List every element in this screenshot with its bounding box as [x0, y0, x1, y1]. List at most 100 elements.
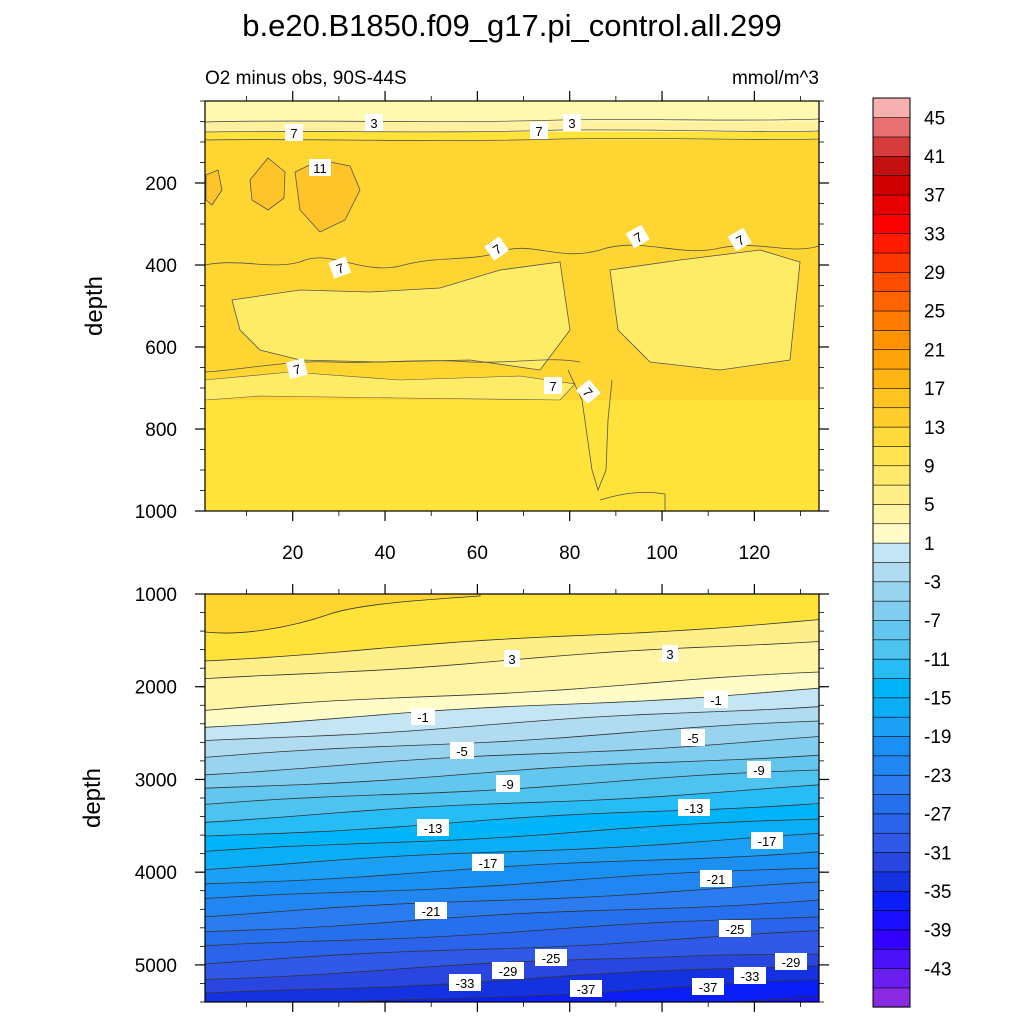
contour-line [205, 930, 819, 965]
upper-panel: 7 3 7 3 11 7 7 7 7 7 7 7 200 400 600 800 100… [135, 91, 829, 564]
colorbar-tick-label: -7 [924, 611, 941, 632]
region-5-c [205, 371, 576, 401]
contour-line [205, 916, 819, 947]
colorbar-swatch [872, 600, 911, 621]
contour-line [205, 803, 819, 837]
colorbar-tick-label: -43 [924, 959, 951, 980]
colorbar-swatch [872, 871, 911, 892]
y-tick-label: 800 [145, 420, 177, 441]
contour-line [205, 1015, 819, 1024]
svg-text:3: 3 [666, 647, 673, 662]
x-tick-label: 100 [646, 543, 678, 564]
lower-contour-bands [205, 594, 819, 1024]
colorbar-tick-label: -19 [924, 727, 951, 748]
colorbar-tick-label: -15 [924, 689, 951, 710]
svg-text:-9: -9 [753, 763, 765, 778]
colorbar-swatch [872, 542, 911, 563]
colorbar-swatch [872, 310, 911, 331]
chart-title: b.e20.B1850.f09_g17.pi_control.all.299 [242, 8, 782, 43]
contour-label: -17 [472, 854, 504, 871]
contour-label: 3 [662, 645, 678, 662]
y-tick-label: 4000 [135, 863, 177, 884]
colorbar-swatch [872, 948, 911, 969]
colorbar-tick-label: 29 [924, 263, 945, 284]
svg-text:-5: -5 [456, 744, 468, 759]
contour-line [205, 619, 819, 662]
contour-label: -37 [692, 978, 724, 995]
x-tick-label: 80 [559, 543, 580, 564]
contour-label: -25 [719, 920, 751, 937]
contour-label: 7 [328, 256, 352, 279]
colorbar-swatch [872, 890, 911, 911]
svg-text:7: 7 [549, 379, 556, 394]
colorbar-swatch [872, 291, 911, 312]
colorbar-swatch [872, 271, 911, 292]
colorbar-swatch [872, 832, 911, 853]
contour-label: -33 [449, 974, 481, 991]
colorbar-swatch [872, 735, 911, 757]
contour-label: -9 [747, 761, 771, 778]
contour-line [205, 899, 819, 932]
colorbar-swatch [872, 793, 911, 815]
lower-axis-ticks: 1000 2000 3000 4000 5000 [135, 584, 829, 1012]
y-tick-label: 600 [145, 338, 177, 359]
x-tick-label: 20 [282, 543, 303, 564]
colorbar-swatch [872, 619, 911, 641]
y-tick-label: 3000 [135, 770, 177, 791]
contour-label: 7 [576, 379, 601, 405]
svg-text:-13: -13 [424, 821, 443, 836]
colorbar-tick-label: 45 [924, 108, 945, 129]
colorbar-tick-label: -39 [924, 921, 951, 942]
colorbar-swatch [872, 445, 911, 467]
svg-text:-29: -29 [499, 964, 518, 979]
colorbar-tick-label: -3 [924, 573, 941, 594]
y-tick-label: 200 [145, 174, 177, 195]
colorbar-swatch [872, 194, 911, 215]
lower-contour-labels: 3 3 -1 -1 -5 -5 -9 -9 -13 -13 -17 -17 -21 -21 -25 -25 -2… [411, 645, 807, 997]
svg-text:7: 7 [535, 124, 542, 139]
contour-band [205, 979, 819, 1002]
upper-contour-labels: 7 3 7 3 11 7 7 7 7 7 7 7 [285, 114, 752, 405]
contour-label: -29 [775, 953, 807, 970]
colorbar-swatch [872, 851, 911, 873]
colorbar-swatch [872, 368, 911, 389]
contour-line [205, 851, 819, 885]
colorbar-swatch [872, 484, 911, 505]
colorbar-swatch [872, 252, 911, 273]
region-5-a [231, 261, 571, 371]
colorbar-tick-label: 21 [924, 340, 945, 361]
svg-text:-33: -33 [456, 976, 475, 991]
colorbar-swatch [872, 407, 911, 428]
colorbar-swatch [872, 987, 911, 1008]
contour-label: -1 [704, 691, 728, 708]
svg-text:3: 3 [568, 116, 575, 131]
colorbar-swatch [872, 136, 911, 157]
svg-text:-25: -25 [726, 922, 745, 937]
upper-axis-ticks: 200 400 600 800 1000 20 40 60 80 100 120 [135, 91, 829, 564]
colorbar-tick-label: -27 [924, 805, 951, 826]
contour-line [205, 965, 819, 994]
contour-label: 7 [544, 377, 562, 394]
region-5-b [609, 249, 801, 371]
contour-line [205, 832, 819, 870]
contour-label: -33 [734, 967, 766, 984]
contour-line [205, 754, 819, 789]
svg-text:-37: -37 [699, 980, 718, 995]
colorbar-swatch [872, 387, 911, 409]
lower-panel: 3 3 -1 -1 -5 -5 -9 -9 -13 -13 -17 -17 -21 -21 -25 -25 -2… [135, 584, 829, 1024]
colorbar-swatch [872, 117, 911, 138]
contour-line [205, 736, 819, 776]
contour-label: 3 [563, 114, 581, 131]
colorbar-tick-label: -31 [924, 843, 951, 864]
colorbar-tick-label: 41 [924, 147, 945, 168]
region-11-c [205, 169, 223, 206]
colorbar-tick-label: 25 [924, 302, 945, 323]
colorbar-swatch [872, 329, 911, 351]
colorbar-swatch [872, 97, 911, 118]
contour-label: -37 [570, 980, 602, 997]
contour-line [205, 706, 819, 741]
contour-band [205, 594, 481, 634]
contour-band [205, 1002, 819, 1024]
colorbar-tick-label: -35 [924, 882, 951, 903]
